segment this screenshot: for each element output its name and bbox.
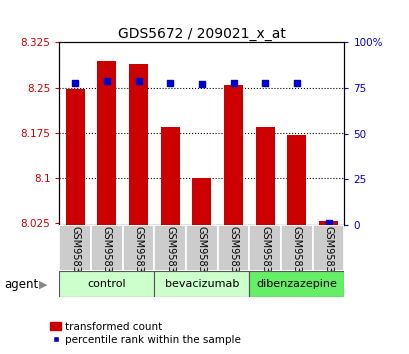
Text: GSM958329: GSM958329 bbox=[196, 226, 207, 285]
Text: GSM958327: GSM958327 bbox=[323, 226, 333, 285]
Bar bbox=[154, 271, 249, 297]
Bar bbox=[312, 225, 344, 271]
Bar bbox=[224, 85, 243, 225]
Text: control: control bbox=[88, 279, 126, 289]
Point bbox=[72, 80, 79, 85]
Text: GSM958330: GSM958330 bbox=[228, 226, 238, 285]
Bar bbox=[154, 225, 186, 271]
Text: agent: agent bbox=[4, 278, 38, 291]
Text: ▶: ▶ bbox=[39, 279, 47, 289]
Bar bbox=[249, 225, 281, 271]
Text: GSM958323: GSM958323 bbox=[102, 226, 112, 285]
Bar bbox=[59, 225, 91, 271]
Text: GSM958322: GSM958322 bbox=[70, 226, 80, 285]
Bar bbox=[287, 135, 306, 225]
Bar bbox=[91, 225, 122, 271]
Text: GSM958325: GSM958325 bbox=[260, 226, 270, 285]
Text: GSM958326: GSM958326 bbox=[291, 226, 301, 285]
Bar bbox=[129, 63, 148, 225]
Bar bbox=[97, 61, 116, 225]
Bar bbox=[65, 89, 85, 225]
Point bbox=[198, 81, 204, 87]
Bar bbox=[192, 178, 211, 225]
Bar bbox=[255, 127, 274, 225]
Point bbox=[135, 78, 142, 84]
Point bbox=[166, 80, 173, 85]
Bar bbox=[122, 225, 154, 271]
Text: dibenzazepine: dibenzazepine bbox=[256, 279, 337, 289]
Title: GDS5672 / 209021_x_at: GDS5672 / 209021_x_at bbox=[118, 28, 285, 41]
Bar bbox=[217, 225, 249, 271]
Point bbox=[293, 80, 299, 85]
Point bbox=[103, 78, 110, 84]
Bar bbox=[186, 225, 217, 271]
Legend: transformed count, percentile rank within the sample: transformed count, percentile rank withi… bbox=[46, 317, 245, 349]
Bar bbox=[249, 271, 344, 297]
Bar bbox=[160, 127, 179, 225]
Text: GSM958328: GSM958328 bbox=[165, 226, 175, 285]
Point bbox=[230, 80, 236, 85]
Bar bbox=[318, 221, 337, 225]
Point bbox=[324, 220, 331, 226]
Bar bbox=[281, 225, 312, 271]
Point bbox=[261, 80, 268, 85]
Text: GSM958324: GSM958324 bbox=[133, 226, 143, 285]
Bar bbox=[59, 271, 154, 297]
Text: bevacizumab: bevacizumab bbox=[164, 279, 238, 289]
